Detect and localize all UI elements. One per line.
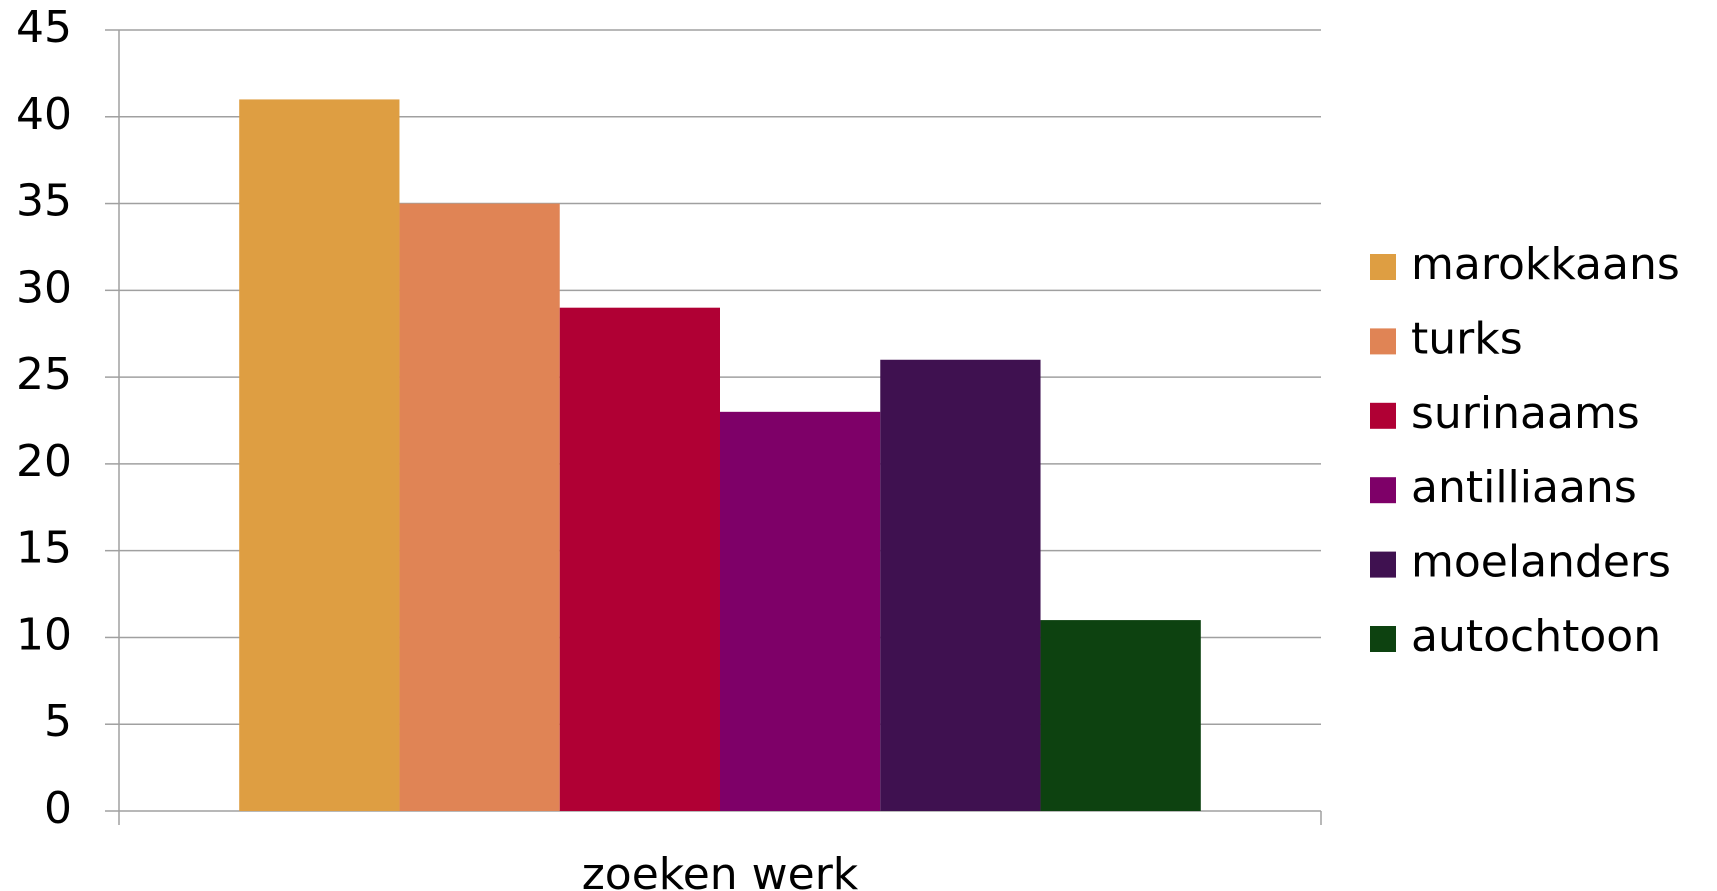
legend-swatch bbox=[1370, 551, 1396, 578]
y-tick-label: 25 bbox=[16, 349, 72, 400]
y-tick-label: 20 bbox=[16, 436, 72, 487]
y-tick-label: 10 bbox=[16, 609, 72, 660]
y-tick-label: 5 bbox=[44, 696, 72, 747]
x-tick-label: zoeken werk bbox=[582, 849, 859, 891]
y-tick-label: 15 bbox=[16, 523, 72, 574]
bar bbox=[559, 307, 720, 811]
legend-label: antilliaans bbox=[1411, 462, 1637, 513]
legend-label: autochtoon bbox=[1411, 611, 1661, 662]
legend-label: turks bbox=[1411, 313, 1523, 364]
legend-label: surinaams bbox=[1411, 388, 1640, 439]
bar bbox=[880, 359, 1041, 811]
legend-label: marokkaans bbox=[1411, 239, 1680, 290]
bar bbox=[1040, 620, 1201, 811]
bar bbox=[399, 203, 560, 812]
y-tick-label: 0 bbox=[44, 783, 72, 834]
legend-swatch bbox=[1370, 626, 1396, 652]
bar bbox=[239, 99, 400, 811]
y-tick-label: 35 bbox=[16, 176, 72, 227]
legend-swatch bbox=[1370, 328, 1396, 355]
legend-label: moelanders bbox=[1411, 537, 1671, 588]
legend-swatch bbox=[1370, 402, 1396, 429]
bar bbox=[720, 411, 881, 811]
legend-swatch bbox=[1370, 477, 1396, 504]
y-tick-label: 30 bbox=[16, 262, 72, 313]
y-tick-label: 45 bbox=[16, 2, 72, 53]
legend-swatch bbox=[1370, 254, 1396, 280]
y-tick-label: 40 bbox=[16, 89, 72, 140]
